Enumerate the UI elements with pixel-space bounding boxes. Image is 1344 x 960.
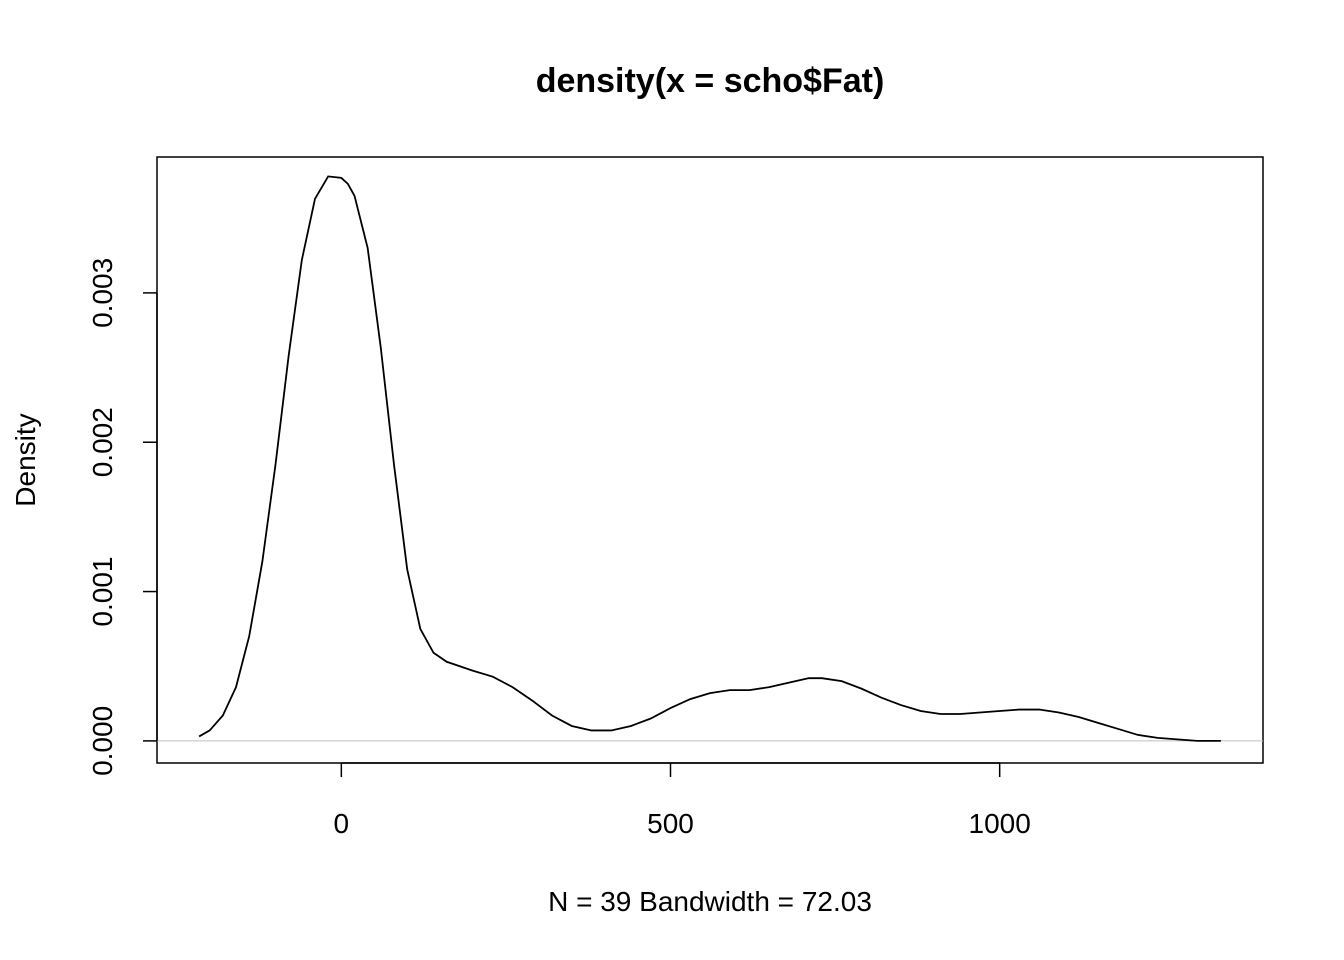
x-axis-label: N = 39 Bandwidth = 72.03 — [548, 886, 872, 917]
x-tick-label: 0 — [334, 808, 350, 839]
plot-frame — [156, 156, 1264, 764]
x-tick-label: 500 — [647, 808, 694, 839]
density-curve — [198, 175, 1221, 742]
y-tick-label: 0.003 — [87, 258, 118, 328]
y-axis-label: Density — [10, 413, 41, 506]
y-tick-label: 0.001 — [87, 557, 118, 627]
y-tick-label: 0.000 — [87, 706, 118, 776]
y-axis: 0.000 0.001 0.002 0.003 — [87, 258, 158, 776]
y-tick-label: 0.002 — [87, 407, 118, 477]
chart-title: density(x = scho$Fat) — [536, 62, 885, 100]
x-tick-label: 1000 — [969, 808, 1031, 839]
x-axis: 0 500 1000 — [334, 762, 1031, 839]
